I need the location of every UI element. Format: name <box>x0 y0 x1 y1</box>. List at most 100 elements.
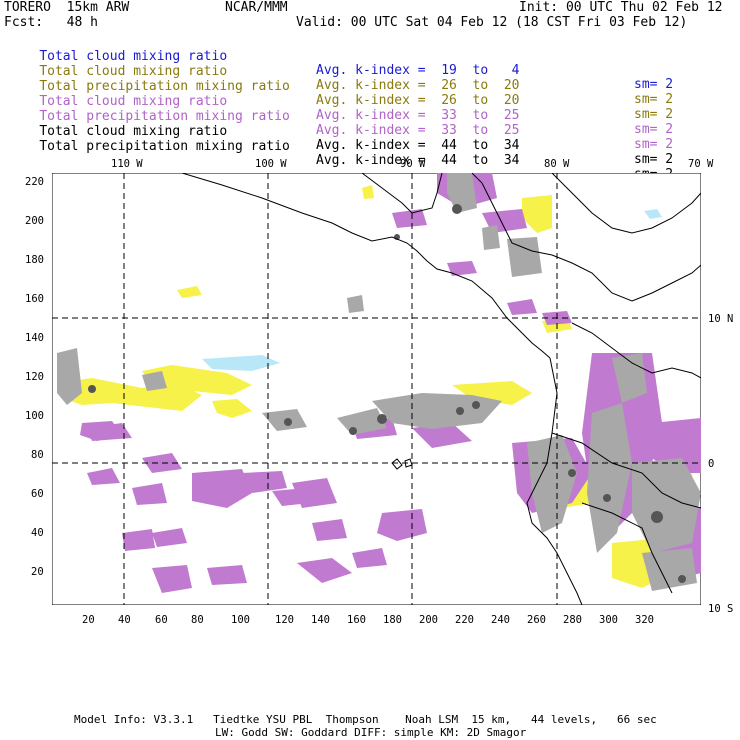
gray-area <box>372 393 502 429</box>
y-tick: 140 <box>25 332 44 344</box>
core-cell <box>349 427 357 435</box>
gray-area <box>57 348 82 405</box>
coastlines <box>181 173 701 605</box>
cloud-blue-area <box>202 355 280 371</box>
x-tick: 60 <box>155 614 168 626</box>
core-cell <box>568 469 576 477</box>
dark-gray-cores <box>88 204 686 583</box>
legend-row: Total cloud mixing ratio Avg. k-index = … <box>8 81 673 151</box>
org-label: NCAR/MMM <box>225 0 288 15</box>
gray-area <box>337 408 387 435</box>
gray-area <box>482 225 500 250</box>
x-tick: 120 <box>275 614 294 626</box>
magenta-area <box>272 488 310 506</box>
y-tick: 120 <box>25 371 44 383</box>
magenta-area <box>507 299 537 315</box>
magenta-area <box>412 423 472 448</box>
y-tick: 80 <box>31 449 44 461</box>
forecast-map <box>52 173 701 605</box>
valid-time: Valid: 00 UTC Sat 04 Feb 12 (18 CST Fri … <box>296 15 688 30</box>
y-tick: 40 <box>31 527 44 539</box>
sa-border <box>551 432 701 509</box>
lon-label-80w: 80 W <box>544 158 570 170</box>
legend-smooth: sm= 2 <box>634 152 674 167</box>
magenta-area <box>132 483 167 505</box>
legend-index: Avg. k-index = 44 to 34 <box>316 138 520 153</box>
gray-area <box>527 435 577 533</box>
legend-index: Avg. k-index = 33 to 25 <box>316 108 520 123</box>
magenta-area <box>352 548 387 568</box>
legend-index: Avg. k-index = 44 to 34 <box>316 153 520 168</box>
core-cell <box>678 575 686 583</box>
x-tick: 300 <box>599 614 618 626</box>
x-tick: 260 <box>527 614 546 626</box>
magenta-area <box>392 209 427 228</box>
cloud-blue-area <box>644 209 662 219</box>
magenta-area <box>122 529 155 551</box>
core-cell <box>452 204 462 214</box>
x-tick: 160 <box>347 614 366 626</box>
core-cell <box>88 385 96 393</box>
gray-area <box>142 371 167 391</box>
x-tick: 320 <box>635 614 654 626</box>
legend-smooth: sm= 2 <box>634 122 674 137</box>
legend-field: Total cloud mixing ratio <box>39 64 228 79</box>
lon-label-110w: 110 W <box>111 158 143 170</box>
yellow-area <box>212 399 252 418</box>
legend-field: Total cloud mixing ratio <box>39 124 228 139</box>
y-tick: 20 <box>31 566 44 578</box>
legend-field: Total precipitation mixing ratio <box>39 79 290 94</box>
legend-smooth: sm= 2 <box>634 92 674 107</box>
x-tick: 200 <box>419 614 438 626</box>
legend-smooth: sm= 2 <box>634 107 674 122</box>
legend-index: Avg. k-index = 33 to 25 <box>316 123 520 138</box>
core-cell <box>651 511 663 523</box>
pacific-coast <box>181 173 551 359</box>
x-tick: 100 <box>231 614 250 626</box>
map-panel <box>52 173 701 605</box>
magenta-area <box>152 565 192 593</box>
magenta-area <box>207 565 247 585</box>
legend-index: Avg. k-index = 26 to 20 <box>316 78 520 93</box>
magenta-area <box>87 468 120 485</box>
gray-area <box>507 237 542 277</box>
x-tick: 140 <box>311 614 330 626</box>
legend-row: Total cloud mixing ratio Avg. k-index = … <box>8 36 673 106</box>
model-info-line2: LW: Godd SW: Goddard DIFF: simple KM: 2D… <box>215 726 527 739</box>
x-tick: 80 <box>191 614 204 626</box>
sa-pacific-coast <box>526 357 583 605</box>
magenta-area <box>312 519 347 541</box>
core-cell <box>472 401 480 409</box>
lat-lon-grid <box>52 173 701 605</box>
init-time: Init: 00 UTC Thu 02 Feb 12 <box>519 0 723 15</box>
x-tick: 240 <box>491 614 510 626</box>
gray-area <box>262 409 307 431</box>
legend-row: Total cloud mixing ratio Avg. k-index = … <box>8 111 673 181</box>
galapagos-island <box>404 458 413 468</box>
x-tick: 180 <box>383 614 402 626</box>
y-tick: 220 <box>25 176 44 188</box>
x-tick: 220 <box>455 614 474 626</box>
sa-border <box>581 502 673 594</box>
gray-area <box>447 173 477 213</box>
lat-label-10s: 10 S <box>708 603 734 615</box>
yellow-area <box>522 195 552 233</box>
legend-field: Total precipitation mixing ratio <box>39 139 290 154</box>
magenta-area <box>192 469 252 508</box>
magenta-area <box>242 471 287 493</box>
y-tick: 200 <box>25 215 44 227</box>
galapagos-island <box>391 458 403 470</box>
legend-field: Total precipitation mixing ratio <box>39 109 290 124</box>
magenta-area <box>447 261 477 276</box>
core-cell <box>284 418 292 426</box>
yellow-area <box>142 365 252 395</box>
core-cell <box>456 407 464 415</box>
magenta-area <box>297 558 352 583</box>
lat-label-10n: 10 N <box>708 313 734 325</box>
legend-smooth: sm= 2 <box>634 137 674 152</box>
x-tick: 40 <box>118 614 131 626</box>
gray-area <box>612 353 647 403</box>
forecast-hour: Fcst: 48 h <box>4 15 98 30</box>
magenta-area <box>152 528 187 547</box>
legend-field: Total cloud mixing ratio <box>39 49 228 64</box>
